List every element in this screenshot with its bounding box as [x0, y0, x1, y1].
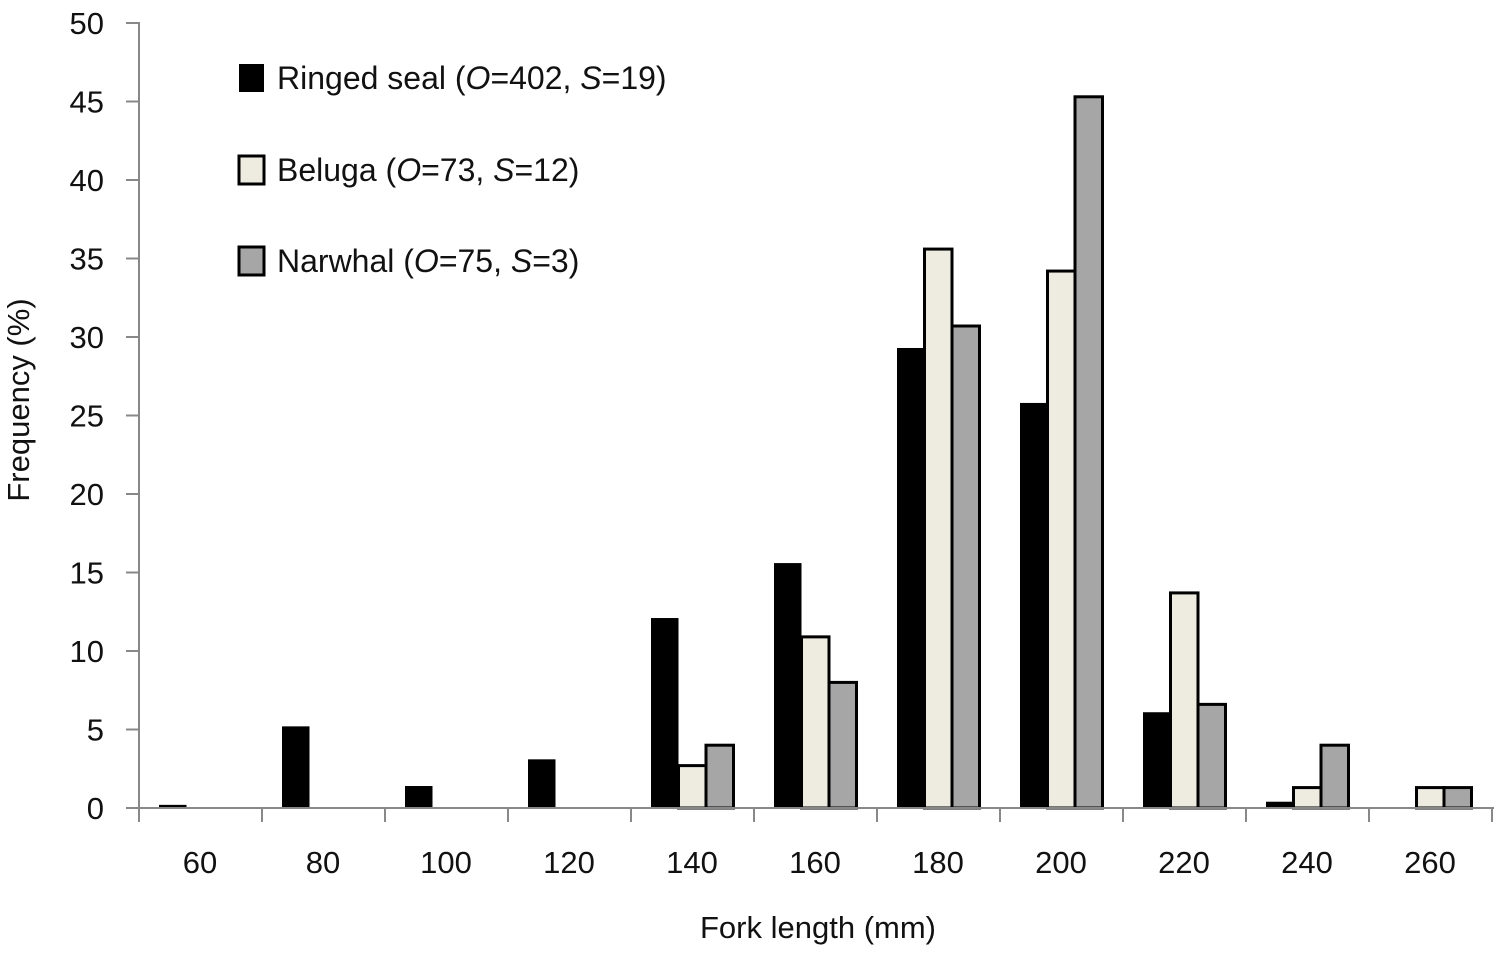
bar-narwhal-220: [1196, 702, 1227, 810]
bar-ringed-seal-220: [1143, 712, 1171, 808]
x-ticks: 60 80 100 120 140 160 180 200 220 240 260: [138, 808, 1493, 880]
bar-ringed-seal-200: [1020, 402, 1048, 808]
y-tick-label: 10: [70, 634, 104, 669]
x-tick-label: 80: [306, 845, 340, 880]
bar-beluga-140: [677, 764, 708, 810]
legend-label-part: Narwhal (: [277, 243, 414, 279]
legend-swatch: [239, 64, 264, 92]
x-tick-label: 120: [543, 845, 595, 880]
legend-label-part: =19): [602, 60, 667, 96]
bar-ringed-seal-180: [897, 347, 925, 808]
y-tick-label: 15: [70, 556, 104, 591]
legend-label-part: =75,: [439, 243, 511, 279]
bar-beluga-200: [1046, 269, 1077, 810]
x-tick-label: 200: [1035, 845, 1087, 880]
bar-narwhal-160: [827, 680, 858, 810]
bar-ringed-seal-120: [528, 759, 556, 808]
legend-label-part: Ringed seal (: [277, 60, 466, 96]
bar-narwhal-260: [1442, 786, 1473, 810]
bar-narwhal-180: [950, 324, 981, 810]
legend-label: Narwhal (O=75, S=3): [277, 243, 579, 279]
legend-label-part: Beluga (: [277, 152, 397, 188]
legend-label: Ringed seal (O=402, S=19): [277, 60, 667, 96]
legend-label-part: S: [580, 60, 601, 96]
bar-narwhal-200: [1073, 95, 1104, 810]
bar-ringed-seal-80: [282, 726, 310, 808]
bar-beluga-240: [1292, 786, 1323, 810]
y-tick-label: 30: [70, 320, 104, 355]
x-tick-label: 220: [1158, 845, 1210, 880]
x-tick-label: 240: [1281, 845, 1333, 880]
legend-label-part: =3): [532, 243, 579, 279]
y-tick-label: 50: [70, 6, 104, 41]
bar-beluga-180: [923, 247, 954, 810]
y-tick-label: 40: [70, 163, 104, 198]
x-tick-label: 140: [666, 845, 718, 880]
legend-label-part: O: [414, 243, 439, 279]
bar-ringed-seal-160: [774, 563, 802, 808]
y-axis-label: Frequency (%): [1, 298, 36, 501]
bar-narwhal-240: [1319, 743, 1350, 810]
x-tick-label: 260: [1404, 845, 1456, 880]
legend-label-part: O: [466, 60, 491, 96]
y-tick-label: 5: [87, 713, 104, 748]
x-tick-label: 100: [420, 845, 472, 880]
legend-label-part: =73,: [421, 152, 493, 188]
x-tick-label: 60: [183, 845, 217, 880]
legend-label-part: S: [493, 152, 514, 188]
legend-label-part: =402,: [490, 60, 580, 96]
y-tick-label: 25: [70, 399, 104, 434]
bar-ringed-seal-100: [405, 786, 433, 808]
bar-beluga-260: [1415, 786, 1446, 810]
legend-label: Beluga (O=73, S=12): [277, 152, 579, 188]
x-tick-label: 160: [789, 845, 841, 880]
bar-narwhal-140: [704, 743, 735, 810]
legend-swatch: [237, 154, 266, 186]
legend-label-part: S: [511, 243, 532, 279]
x-tick-label: 180: [912, 845, 964, 880]
bars-layer: [159, 95, 1473, 810]
bar-beluga-160: [800, 635, 831, 810]
legend-swatch: [237, 245, 266, 277]
y-ticks: 0 5 10 15 20 25 30 35 40 45 50: [70, 6, 139, 826]
legend-label-part: =12): [514, 152, 579, 188]
x-axis-label: Fork length (mm): [700, 910, 936, 945]
bar-beluga-220: [1169, 591, 1200, 810]
y-tick-label: 35: [70, 242, 104, 277]
y-tick-label: 20: [70, 477, 104, 512]
bar-ringed-seal-60: [159, 804, 187, 808]
y-tick-label: 0: [87, 791, 104, 826]
legend-label-part: O: [396, 152, 421, 188]
bar-ringed-seal-240: [1266, 801, 1294, 808]
legend: Ringed seal (O=402, S=19)Beluga (O=73, S…: [237, 60, 667, 279]
bar-ringed-seal-140: [651, 618, 679, 808]
y-tick-label: 45: [70, 85, 104, 120]
